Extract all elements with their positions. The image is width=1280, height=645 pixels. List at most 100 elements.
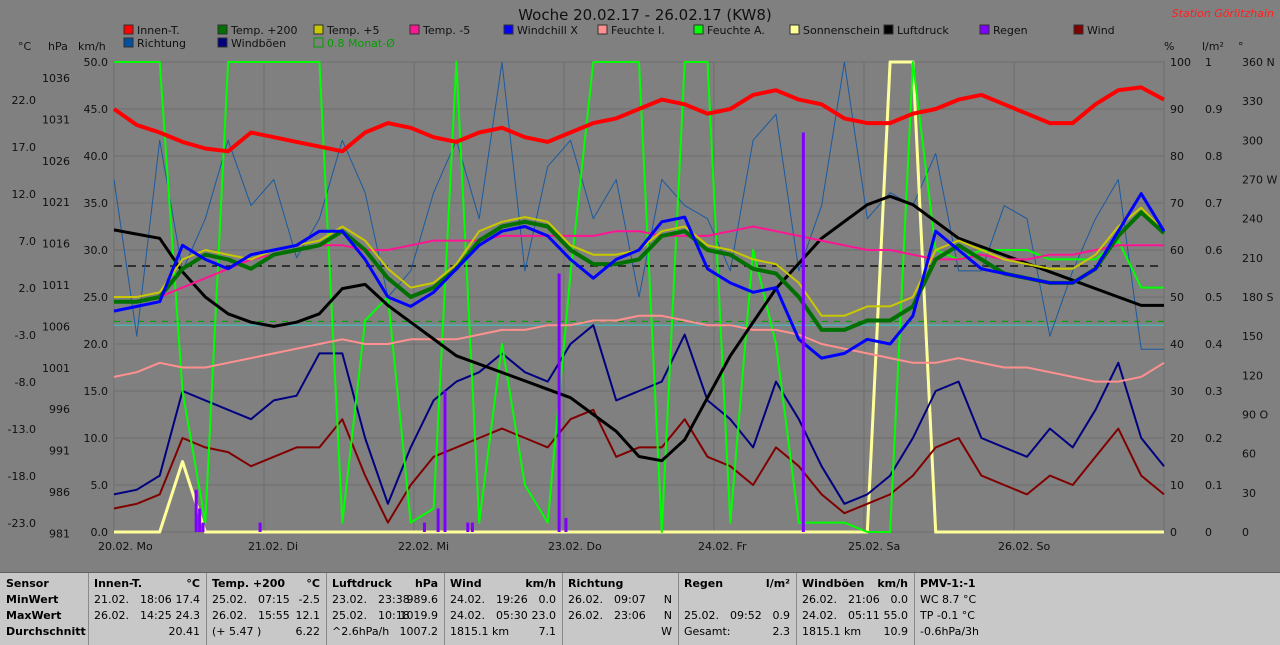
legend-swatch [503,24,514,35]
rain-bar [466,522,470,532]
stats-col: PMV-1:-1 WC 8.7 °C TP -0.1 °C -0.6hPa/3h [914,573,1280,645]
tick-label-deg: 330 [1242,95,1263,108]
tick-label-deg: 210 [1242,252,1263,265]
stats-cell: 21.02. [94,593,129,606]
stats-cell: 0.0 [538,593,557,606]
series-temp-200 [114,210,1166,332]
stats-col: Wind km/h 24.02. 19:26 0.0 24.02. 05:30 23.0 181… [444,573,563,645]
legend-swatch [789,24,800,35]
legend-swatch [883,24,894,35]
stats-cell: ^2.6hPa/h [332,625,390,638]
stats-cell: 989.6 [406,593,439,606]
stats-cell: 19:26 [496,593,528,606]
tick-label-press: 1021 [42,196,70,209]
legend-label: Wind [1087,24,1115,37]
legend-label: Temp. +5 [326,24,380,37]
unit-press: hPa [48,40,68,53]
legend-swatch [217,24,228,35]
rain-bar [201,522,205,532]
tick-label-temp: 2.0 [19,282,37,295]
tick-label-speed: 40.0 [84,150,109,163]
weather-chart: Woche 20.02.17 - 26.02.17 (KW8) Station … [8,6,1278,553]
legend-label: Feuchte A. [707,24,765,37]
legend-swatch [123,37,134,48]
legend-label: Luftdruck [897,24,949,37]
stats-cell: 26.02. [568,593,603,606]
legend-swatch [1073,24,1084,35]
stats-col: Windböen km/h 26.02. 21:06 0.0 24.02. 05:11 55.… [796,573,915,645]
rain-bar [470,522,474,532]
stats-cell: 23.0 [531,609,557,622]
tick-label-press: 1031 [42,113,70,126]
legend-label: Feuchte I. [611,24,665,37]
legend-swatch [597,24,608,35]
series-windb-en [113,324,1165,505]
tick-label-temp: 17.0 [12,141,37,154]
stats-cell: 07:15 [258,593,290,606]
legend-label: Richtung [137,37,186,50]
tick-label-press: 1036 [42,72,70,85]
stats-cell: -0.6hPa/3h [920,625,979,638]
row-label: MinWert [6,593,59,606]
stats-col: Temp. +200 °C 25.02. 07:15 -2.5 26.02. 15:55 12… [206,573,327,645]
tick-label-rain: 0.4 [1205,338,1223,351]
stats-cell: 15:55 [258,609,290,622]
row-label: Sensor [6,577,49,590]
rain-bar [194,489,198,532]
grid [113,61,1165,533]
tick-label-pct: 30 [1170,385,1184,398]
legend-swatch [693,24,704,35]
tick-label-rain: 0.3 [1205,385,1223,398]
tick-label-deg: 30 [1242,487,1256,500]
tick-label-speed: 25.0 [84,291,109,304]
x-tick-label: 22.02. Mi [398,540,449,553]
stats-cell: 24.02. [802,609,837,622]
tick-label-press: 1001 [42,362,70,375]
series-windchill-x [113,192,1166,360]
stats-cell: 1815.1 km [450,625,510,638]
stats-cell: N [663,609,672,622]
stats-cell: 25.02. [212,593,247,606]
stats-cell: W [661,625,672,638]
stats-cell: 21:06 [848,593,880,606]
tick-label-temp: -23.0 [8,517,36,530]
stats-cell: 26.02. [802,593,837,606]
x-axis-labels: 20.02. Mo 21.02. Di 22.02. Mi 23.02. Do 24.0… [98,540,1050,553]
tick-label-speed: 45.0 [84,103,109,116]
unit-temp: °C [18,40,32,53]
stats-cell: -2.5 [298,593,320,606]
tick-label-pct: 100 [1170,56,1191,69]
stats-cell: TP -0.1 °C [920,609,975,622]
tick-label-deg: 120 [1242,369,1263,382]
tick-label-pct: 40 [1170,338,1184,351]
series-luftdruck [113,194,1164,463]
series-layer [112,60,1166,534]
stats-cell: 24.02. [450,593,485,606]
stats-cell: 09:07 [614,593,646,606]
tick-label-rain: 0.6 [1205,244,1223,257]
rain-bar [422,522,426,532]
rain-bar [557,273,561,532]
stats-cell: 1815.1 km [802,625,862,638]
row-label: Durchschnitt [6,625,86,638]
tick-label-press: 1006 [42,320,70,333]
tick-label-deg: 240 [1242,213,1263,226]
tick-label-press: 996 [49,403,70,416]
tick-label-temp: -13.0 [8,423,36,436]
stats-cell: 10.9 [883,625,909,638]
unit-deg: ° [1238,40,1244,53]
stats-cell: 0.9 [772,609,791,622]
tick-label-temp: -3.0 [15,329,36,342]
tick-label-temp: -8.0 [15,376,36,389]
stats-col-name: Luftdruck [332,577,392,590]
stats-cell: 17.4 [175,593,201,606]
tick-label-speed: 0.0 [91,526,109,539]
chart-title: Woche 20.02.17 - 26.02.17 (KW8) [518,6,772,24]
x-tick-label: 25.02. Sa [848,540,900,553]
stats-col-unit: km/h [877,577,908,590]
stats-cell: 10:18 [378,609,410,622]
row-label: MaxWert [6,609,62,622]
stats-col: Regen l/m² 25.02. 09:52 0.9 Gesamt: 2.3 [678,573,797,645]
stats-col-name: Richtung [568,577,624,590]
tick-label-deg: 180 S [1242,291,1273,304]
